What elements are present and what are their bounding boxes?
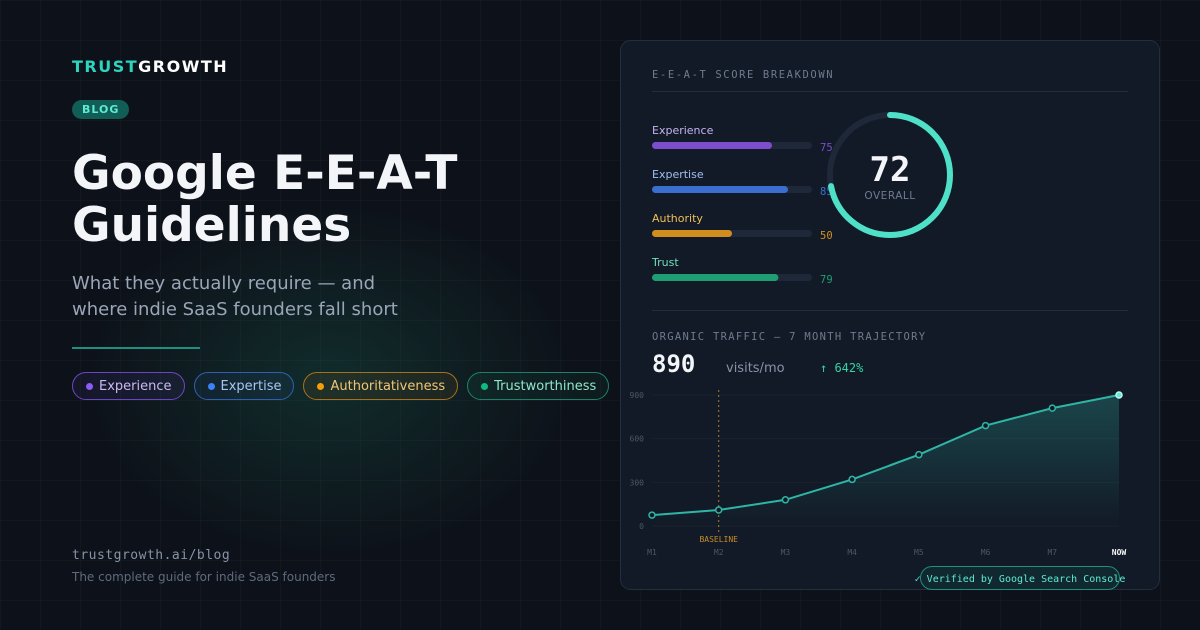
y-tick-label: 600: [630, 435, 645, 444]
baseline-label: BASELINE: [699, 535, 738, 544]
score-bar: [652, 230, 732, 237]
subtitle-line: What they actually require — and: [72, 273, 376, 294]
tag: Authoritativeness: [303, 372, 459, 400]
x-tick-label: M7: [1047, 548, 1057, 557]
score-name: Experience: [652, 124, 714, 137]
footer-url: trustgrowth.ai/blog: [72, 548, 231, 563]
brand-first: TRUST: [72, 57, 139, 76]
score-bar: [652, 142, 772, 149]
x-tick-label: M6: [981, 548, 991, 557]
tag-label: Authoritativeness: [330, 378, 446, 394]
verified-text: ✓ Verified by Google Search Console: [915, 574, 1126, 585]
point: [1048, 404, 1057, 412]
x-tick-label: M1: [647, 548, 657, 557]
traffic-current: 890: [652, 350, 695, 378]
score-value: 75: [820, 142, 833, 154]
score-name: Authority: [652, 212, 703, 225]
point: [915, 450, 923, 459]
tag-label: Trustworthiness: [494, 378, 597, 394]
badge: BLOG: [72, 100, 130, 119]
verified-badge: [920, 566, 1120, 590]
score-bar: [652, 274, 779, 281]
x-tick-label: M5: [914, 548, 924, 557]
score-name: Expertise: [652, 168, 704, 181]
overall-label: OVERALL: [864, 190, 915, 202]
traffic-unit: visits/mo: [726, 361, 785, 376]
y-tick-label: 300: [630, 478, 645, 487]
score-value: 50: [820, 230, 833, 242]
line: [651, 394, 1120, 517]
x-tick-label: M4: [847, 548, 857, 557]
point: [1115, 391, 1123, 399]
point: [981, 421, 990, 430]
point: [848, 475, 856, 484]
score-bar: [652, 186, 788, 193]
traffic-title: ORGANIC TRAFFIC — 7 MONTH TRAJECTORY: [652, 331, 926, 343]
x-tick-label: M2: [714, 548, 724, 557]
brand: TRUSTGROWTH: [72, 57, 228, 76]
brand-second: GROWTH: [138, 57, 229, 76]
title: Google E-E-A-T Guidelines: [72, 146, 458, 253]
x-tick-label: M3: [781, 548, 791, 557]
tag-label: Expertise: [220, 378, 282, 394]
point: [781, 496, 790, 504]
y-tick-label: 0: [639, 522, 644, 531]
subtitle-line: where indie SaaS founders fall short: [72, 299, 398, 320]
tag: Trustworthiness: [467, 372, 610, 400]
ring-arc: [827, 112, 953, 238]
score-value: 79: [820, 274, 833, 286]
footer-tagline: The complete guide for indie SaaS founde…: [72, 570, 336, 584]
tag: Experience: [72, 372, 185, 400]
subtitle: What they actually require — and where i…: [72, 271, 398, 323]
area: [652, 395, 1119, 526]
point: [648, 511, 656, 519]
x-tick-label: NOW: [1112, 548, 1127, 557]
tags: Experience Expertise Authoritativeness T…: [72, 372, 610, 400]
tag: Expertise: [193, 372, 295, 400]
breakdown-title: E-E-A-T SCORE BREAKDOWN: [652, 69, 834, 81]
y-tick-label: 900: [630, 391, 645, 400]
overall-value: 72: [870, 150, 911, 190]
point: [714, 506, 723, 514]
tag-label: Experience: [99, 378, 172, 394]
traffic-growth: ↑ 642%: [820, 361, 864, 375]
divider: [72, 347, 200, 349]
score-name: Trust: [651, 256, 679, 269]
